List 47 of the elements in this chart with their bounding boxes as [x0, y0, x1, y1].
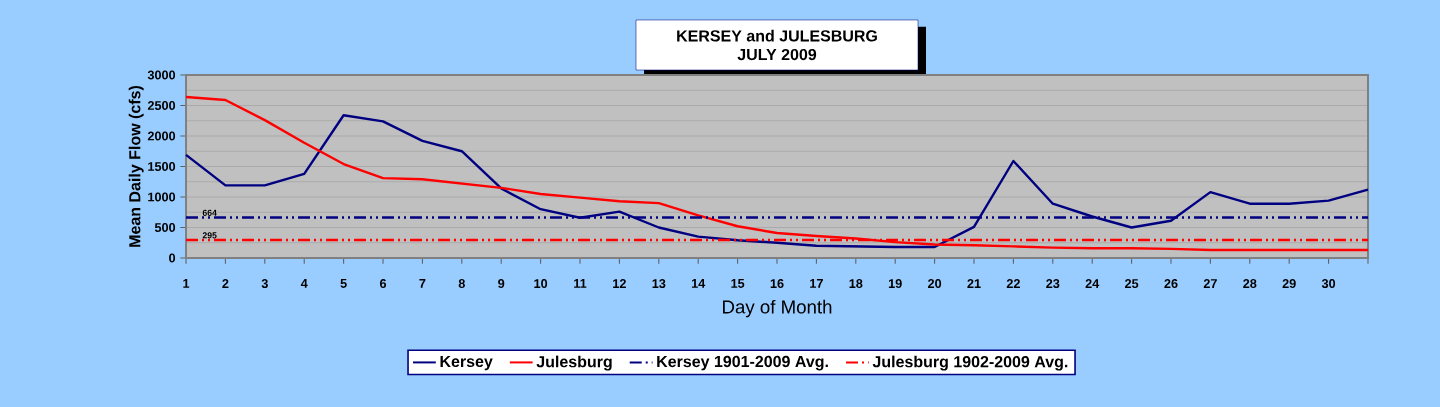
- chart-subtitle: JULY 2009: [737, 48, 817, 61]
- x-tick-label: 18: [849, 279, 863, 289]
- y-tick-label: 3000: [147, 70, 176, 80]
- x-tick-label: 9: [498, 279, 505, 289]
- x-tick-label: 2: [222, 279, 229, 288]
- x-tick-label: 19: [888, 279, 902, 289]
- x-tick-label: 25: [1124, 279, 1139, 289]
- x-tick-label: 15: [731, 279, 745, 288]
- x-tick-label: 29: [1282, 279, 1296, 289]
- x-tick-label: 20: [927, 279, 942, 289]
- x-tick-label: 11: [574, 279, 587, 288]
- x-tick-label: 7: [419, 279, 426, 288]
- x-tick-label: 13: [652, 279, 666, 289]
- x-tick-label: 8: [458, 279, 465, 289]
- x-tick-label: 12: [613, 279, 626, 288]
- y-tick-label: 2500: [147, 101, 176, 110]
- annotation: 295: [202, 232, 217, 239]
- x-tick-label: 14: [691, 279, 706, 288]
- x-tick-label: 28: [1243, 279, 1257, 289]
- x-tick-label: 6: [379, 279, 387, 289]
- x-tick-label: 26: [1164, 279, 1178, 289]
- x-tick-label: 16: [770, 279, 784, 289]
- legend-label: Julesburg 1902-2009 Avg.: [872, 355, 1068, 371]
- x-tick-label: 1: [183, 279, 190, 288]
- y-tick-label: 1500: [148, 162, 176, 171]
- x-tick-label: 10: [534, 279, 548, 289]
- x-axis-title: Day of Month: [723, 299, 832, 318]
- x-tick-label: 21: [967, 279, 981, 288]
- x-tick-label: 3: [261, 279, 268, 289]
- legend-label: Julesburg: [536, 355, 612, 371]
- x-tick-label: 30: [1321, 279, 1336, 289]
- y-tick-label: 1000: [148, 192, 176, 202]
- y-axis-title: Mean Daily Flow (cfs): [128, 85, 144, 247]
- annotation: 664: [202, 209, 217, 216]
- x-tick-label: 5: [340, 279, 347, 288]
- x-tick-label: 4: [300, 279, 308, 288]
- y-tick-label: 2000: [147, 131, 176, 141]
- y-tick-label: 500: [154, 223, 176, 232]
- x-tick-label: 24: [1085, 279, 1100, 288]
- x-tick-label: 17: [810, 279, 823, 288]
- legend-label: Kersey 1901-2009 Avg.: [657, 355, 828, 371]
- x-tick-label: 27: [1203, 279, 1217, 288]
- x-tick-label: 23: [1046, 279, 1060, 289]
- x-tick-label: 22: [1006, 279, 1020, 288]
- legend-label: Kersey: [440, 355, 493, 371]
- y-tick-label: 0: [169, 253, 176, 263]
- chart-title: KERSEY and JULESBURG: [677, 29, 877, 42]
